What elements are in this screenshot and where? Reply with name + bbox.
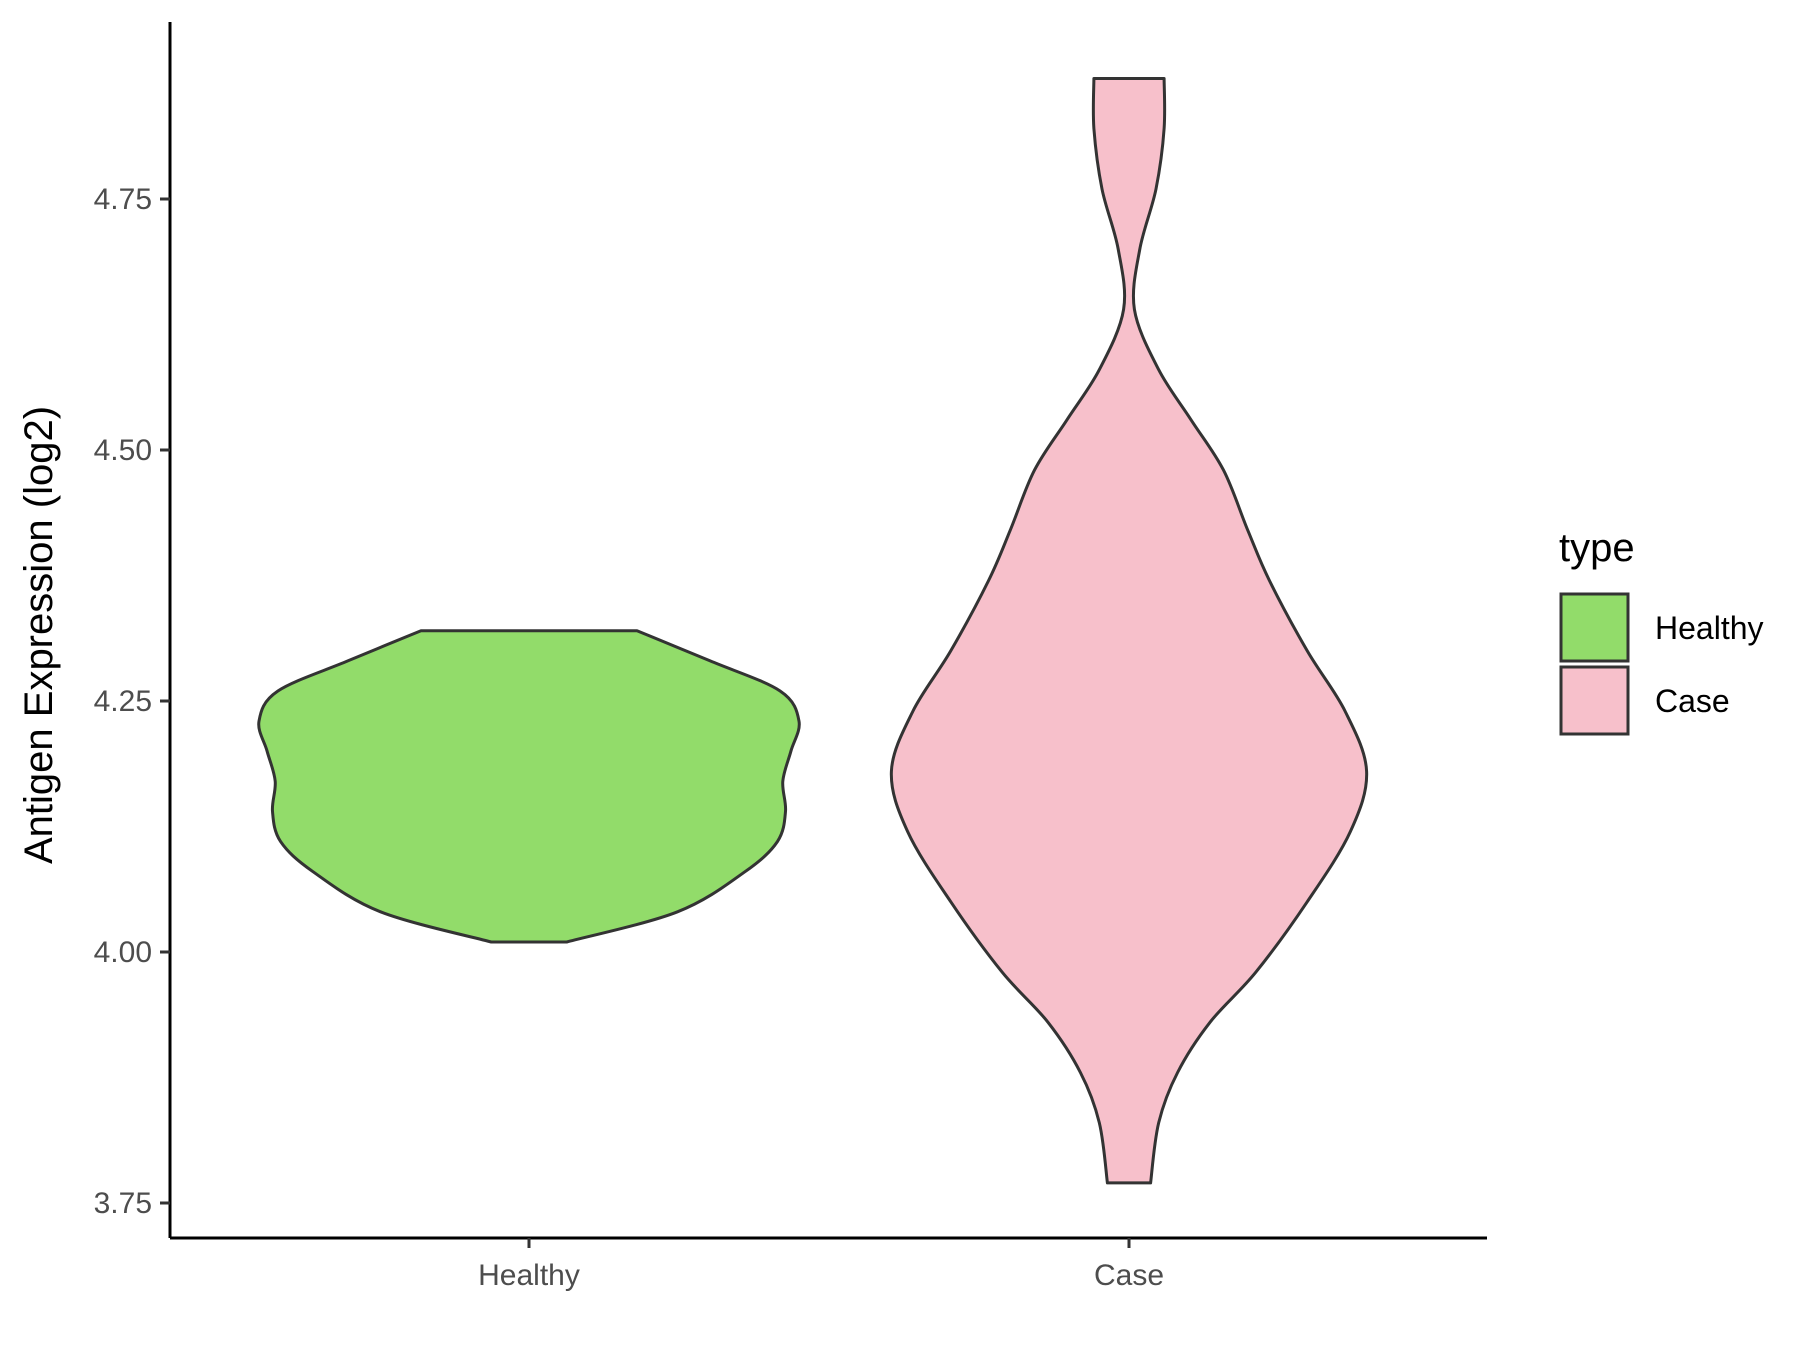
legend-swatch-healthy — [1559, 592, 1630, 663]
x-tick-label: Healthy — [478, 1259, 580, 1292]
y-tick-label: 4.75 — [94, 183, 152, 216]
y-tick-label: 4.00 — [94, 936, 152, 969]
legend-label: Case — [1655, 683, 1730, 719]
violin-case — [889, 77, 1369, 1185]
y-axis-title: Antigen Expression (log2) — [17, 406, 61, 864]
y-tick-label: 3.75 — [94, 1187, 152, 1220]
violins-layer — [257, 77, 1369, 1185]
violin-healthy — [257, 629, 801, 944]
y-tick-label: 4.25 — [94, 685, 152, 718]
legend-label: Healthy — [1655, 610, 1764, 646]
legend-title: type — [1559, 526, 1635, 570]
axes-layer: 3.75 4.00 4.25 4.50 4.75 Healthy Case — [94, 22, 1487, 1292]
legend: type Healthy Case — [1559, 526, 1764, 736]
x-tick-label: Case — [1094, 1259, 1164, 1292]
legend-swatch-case — [1559, 665, 1630, 736]
y-tick-label: 4.50 — [94, 434, 152, 467]
